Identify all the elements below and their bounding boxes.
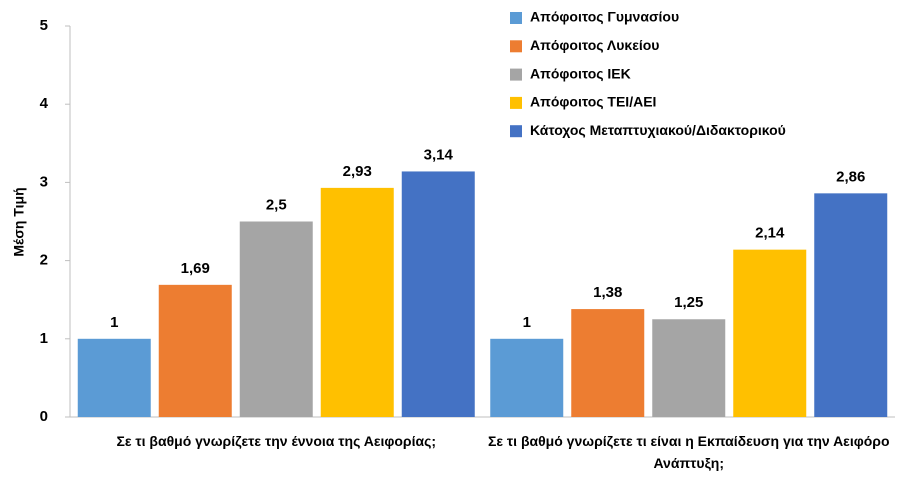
legend-label: Απόφοιτος ΙΕΚ	[530, 65, 631, 81]
data-label: 2,14	[755, 225, 785, 242]
bar	[571, 309, 645, 417]
bar	[652, 319, 726, 417]
data-label: 1	[110, 314, 118, 331]
legend-swatch	[510, 125, 522, 138]
legend-swatch	[510, 40, 522, 53]
bar	[77, 338, 151, 417]
legend-swatch	[510, 96, 522, 109]
data-label: 1,69	[181, 260, 210, 277]
y-tick-label: 5	[40, 17, 48, 34]
y-tick-label: 2	[40, 252, 48, 269]
y-tick-label: 1	[40, 330, 48, 347]
data-label: 1,38	[593, 284, 622, 301]
bar	[490, 338, 564, 417]
y-tick-label: 0	[40, 408, 48, 425]
bar	[158, 284, 232, 417]
x-tick-label: Σε τι βαθμό γνωρίζετε τι είναι η Εκπαίδε…	[487, 433, 890, 471]
legend-label: Κάτοχος Μεταπτυχιακού/Διδακτορικού	[530, 122, 786, 138]
bar	[733, 249, 807, 417]
y-tick-label: 4	[40, 95, 49, 112]
data-label: 1,25	[674, 294, 703, 311]
y-tick-label: 3	[40, 173, 48, 190]
data-label: 2,93	[343, 163, 372, 180]
data-label: 2,5	[266, 196, 287, 213]
data-label: 3,14	[424, 146, 454, 163]
legend-label: Απόφοιτος Γυμνασίου	[530, 9, 679, 25]
legend-swatch	[510, 68, 522, 81]
legend-swatch	[510, 12, 522, 24]
data-label: 1	[523, 314, 531, 331]
x-tick-label: Σε τι βαθμό γνωρίζετε την έννοια της Αει…	[116, 433, 437, 449]
legend-label: Απόφοιτος Λυκείου	[530, 37, 659, 53]
bar	[239, 221, 313, 417]
data-label: 2,86	[836, 168, 865, 185]
legend-label: Απόφοιτος ΤΕΙ/ΑΕΙ	[530, 94, 656, 110]
bar	[320, 187, 394, 417]
bar	[401, 171, 475, 417]
bar	[814, 193, 888, 417]
y-axis-label: Μέση Τιμή	[11, 187, 27, 256]
